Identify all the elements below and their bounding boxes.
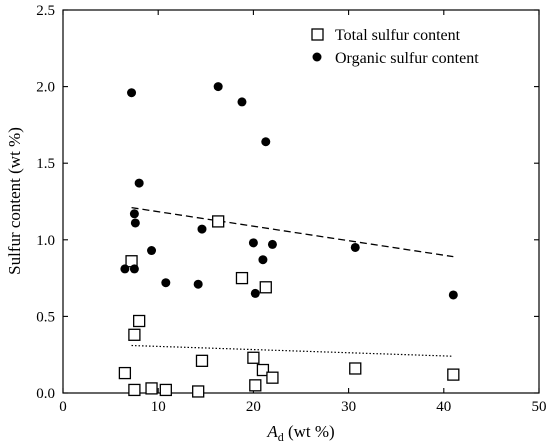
organic-sulfur-point — [248, 238, 258, 248]
y-tick-label: 1.0 — [36, 233, 55, 249]
organic-sulfur-point — [129, 264, 139, 274]
organic-sulfur-point — [130, 218, 140, 228]
organic-sulfur-point — [213, 82, 223, 92]
data-points — [118, 82, 460, 398]
y-tick-label: 1.5 — [36, 156, 55, 172]
y-tick-label: 2.0 — [36, 80, 55, 96]
organic-sulfur-point — [267, 239, 277, 249]
x-tick-label: 30 — [341, 399, 356, 415]
total-sulfur-point — [349, 362, 362, 375]
total-sulfur-point — [128, 328, 141, 341]
organic-sulfur-point — [129, 209, 139, 219]
legend: Total sulfur content Organic sulfur cont… — [311, 27, 479, 67]
axis-ticks: 0 10 20 30 40 50 0.0 0.5 1.0 1.5 2.0 2.5 — [36, 3, 546, 415]
organic-sulfur-point — [193, 279, 203, 289]
organic-sulfur-point — [147, 246, 157, 256]
legend-label-total-sulfur: Total sulfur content — [335, 27, 461, 44]
organic-sulfur-point — [258, 255, 268, 265]
legend-marker-total-sulfur — [311, 28, 324, 41]
total-sulfur-point — [159, 383, 172, 397]
total-sulfur-point — [128, 383, 141, 397]
organic-sulfur-point — [134, 178, 144, 188]
total-sulfur-point — [145, 382, 158, 395]
x-axis-title-unit: (wt %) — [284, 422, 335, 441]
x-axis-title-sub: d — [278, 430, 284, 444]
organic-sulfur-point — [197, 224, 207, 234]
x-tick-label: 50 — [532, 399, 547, 415]
plot-area — [62, 9, 540, 394]
total-sulfur-point — [235, 271, 249, 285]
total-sulfur-trendline — [131, 344, 454, 357]
x-axis-title: Ad (wt %) — [266, 422, 334, 444]
organic-sulfur-point — [250, 288, 260, 298]
x-tick-label: 0 — [59, 399, 67, 415]
y-axis-title: Sulfur content (wt %) — [5, 127, 24, 275]
total-sulfur-point — [266, 371, 279, 384]
total-sulfur-point — [256, 363, 270, 377]
legend-label-organic-sulfur: Organic sulfur content — [335, 50, 479, 67]
organic-sulfur-point — [448, 290, 458, 300]
y-tick-label: 0.5 — [36, 309, 55, 325]
x-tick-label: 40 — [436, 399, 451, 415]
total-sulfur-point — [192, 385, 205, 398]
total-sulfur-point — [118, 366, 132, 380]
total-sulfur-point — [195, 354, 209, 367]
total-sulfur-point — [133, 314, 146, 328]
x-tick-label: 20 — [246, 399, 261, 415]
x-axis-title-main: A — [266, 422, 278, 441]
organic-sulfur-point — [261, 137, 271, 147]
organic-sulfur-point — [127, 88, 137, 98]
total-sulfur-point — [247, 351, 260, 364]
organic-sulfur-point — [237, 97, 247, 107]
total-sulfur-point — [212, 215, 225, 228]
legend-marker-organic-sulfur — [312, 52, 322, 62]
total-sulfur-point — [447, 368, 460, 381]
y-tick-label: 0.0 — [36, 386, 55, 402]
total-sulfur-point — [259, 281, 272, 294]
organic-sulfur-point — [161, 278, 171, 288]
x-tick-label: 10 — [151, 399, 166, 415]
y-tick-label: 2.5 — [36, 3, 55, 19]
trendlines — [131, 206, 454, 357]
total-sulfur-point — [249, 379, 262, 392]
organic-sulfur-point — [350, 242, 360, 252]
organic-sulfur-trendline — [131, 206, 454, 258]
organic-sulfur-point — [120, 264, 130, 274]
